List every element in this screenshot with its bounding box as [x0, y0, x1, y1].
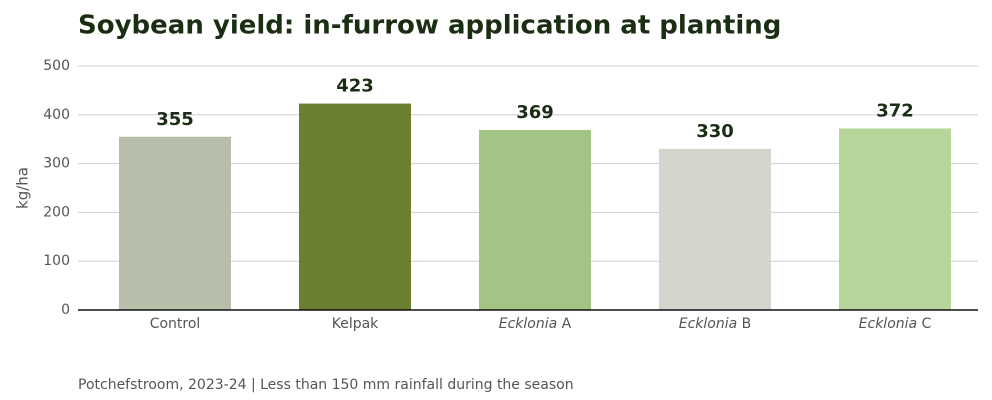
data-label: 423	[336, 76, 374, 97]
bar	[299, 103, 411, 311]
y-tick-label: 0	[61, 302, 70, 318]
chart-title: Soybean yield: in-furrow application at …	[78, 11, 781, 41]
x-tick-label: Ecklonia B	[679, 316, 752, 332]
x-tick-label: Ecklonia A	[499, 316, 572, 332]
y-tick-label: 400	[43, 107, 70, 123]
data-label: 369	[516, 102, 554, 123]
bar	[119, 136, 231, 310]
y-tick-label: 500	[43, 58, 70, 74]
x-tick-label: Control	[150, 316, 201, 332]
data-label: 355	[156, 109, 194, 130]
y-axis-label: kg/ha	[14, 167, 32, 209]
y-tick-label: 200	[43, 204, 70, 220]
bar	[659, 148, 771, 310]
y-tick-label: 100	[43, 253, 70, 269]
bar	[839, 128, 951, 310]
footnote: Potchefstroom, 2023-24 | Less than 150 m…	[78, 377, 574, 393]
data-label: 372	[876, 100, 914, 121]
y-tick-label: 300	[43, 156, 70, 172]
bar	[479, 129, 591, 310]
x-tick-label: Kelpak	[332, 316, 379, 332]
x-tick-label: Ecklonia C	[859, 316, 932, 332]
data-label: 330	[696, 121, 734, 142]
